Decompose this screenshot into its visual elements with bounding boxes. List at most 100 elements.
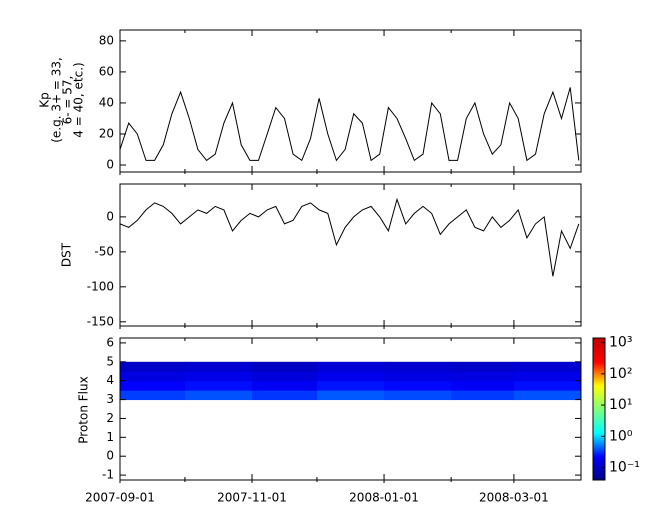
colorbar-tick-label: 10³ [609,335,632,351]
colorbar-step [593,392,605,395]
colorbar-step [593,382,605,385]
panel-frame [119,29,582,173]
heat-cell [316,390,385,401]
y-axis-label: Proton Flux [77,376,91,443]
colorbar-step [593,474,605,477]
data-line [119,197,580,277]
heat-cell [513,361,582,372]
colorbar-step [593,436,605,439]
x-tick-label: 2007-09-01 [85,491,155,505]
colorbar-tick-label: 10¹ [609,397,632,413]
y-axis-label: Kp [38,92,52,108]
panel-frame [119,183,582,327]
heat-cell [451,371,515,382]
colorbar-step [593,444,605,447]
heat-cell [184,390,253,401]
y-tick-label: 5 [106,354,114,368]
y-axis-label: (e.g. 3+ = 33, [50,57,64,143]
colorbar-step [593,454,605,457]
y-axis-label: 4 = 40, etc.) [72,62,86,137]
colorbar-step [593,418,605,421]
colorbar-step [593,448,605,451]
heat-cell [316,361,385,372]
colorbar-step [593,402,605,405]
heat-cell [451,380,515,391]
colorbar-step [593,370,605,373]
colorbar-step [593,468,605,471]
colorbar-step [593,446,605,449]
heat-cell [184,361,253,372]
colorbar-step [593,428,605,431]
colorbar-step [593,416,605,419]
heat-cell [120,390,186,401]
colorbar-step [593,390,605,393]
colorbar-step [593,350,605,353]
heat-cell [252,380,318,391]
heat-cell [316,380,385,391]
y-tick-label: 1 [106,430,114,444]
colorbar-step [593,384,605,387]
y-tick-label: -50 [94,244,114,258]
colorbar-step [593,374,605,377]
colorbar-frame [592,337,606,481]
y-tick-label: 40 [99,95,114,109]
data-line [119,87,580,162]
heat-cell [120,380,186,391]
colorbar-step [593,408,605,411]
colorbar-tick-label: 10² [609,366,632,382]
x-tick-label: 2007-11-01 [217,491,287,505]
colorbar-step [593,386,605,389]
colorbar-step [593,420,605,423]
colorbar-step [593,462,605,465]
colorbar-step [593,424,605,427]
colorbar-step [593,430,605,433]
colorbar-step [593,422,605,425]
colorbar-step [593,362,605,365]
colorbar-step [593,378,605,381]
colorbar-step [593,472,605,475]
colorbar-step [593,400,605,403]
colorbar-step [593,348,605,351]
colorbar-step [593,394,605,397]
heat-cell [252,390,318,401]
y-tick-label: 0 [106,449,114,463]
y-tick-label: -150 [87,314,114,328]
colorbar-step [593,432,605,435]
colorbar-step [593,434,605,437]
colorbar-step [593,360,605,363]
colorbar-step [593,398,605,401]
y-tick-label: -1 [102,468,114,482]
heat-cell [513,371,582,382]
colorbar-step [593,460,605,463]
heat-cell [513,390,582,401]
colorbar-step [593,352,605,355]
colorbar-step [593,366,605,369]
heat-cell [316,371,385,382]
heat-cell [384,390,452,401]
colorbar-step [593,396,605,399]
y-axis-label: 6- = 57, [61,76,75,125]
colorbar-step [593,354,605,357]
colorbar-step [593,338,605,341]
y-tick-label: 4 [106,373,114,387]
colorbar-step [593,412,605,415]
colorbar-step [593,440,605,443]
colorbar-step [593,388,605,391]
colorbar-step [593,340,605,343]
heat-cell [184,380,253,391]
colorbar-step [593,470,605,473]
colorbar-step [593,406,605,409]
x-tick-label: 2008-03-01 [479,491,549,505]
colorbar-step [593,358,605,361]
y-tick-label: -100 [87,279,114,293]
heat-cell [384,380,452,391]
colorbar-step [593,426,605,429]
colorbar-step [593,452,605,455]
y-tick-label: 3 [106,392,114,406]
colorbar-step [593,414,605,417]
x-tick-label: 2008-01-01 [349,491,419,505]
colorbar-step [593,376,605,379]
heat-cell [384,371,452,382]
